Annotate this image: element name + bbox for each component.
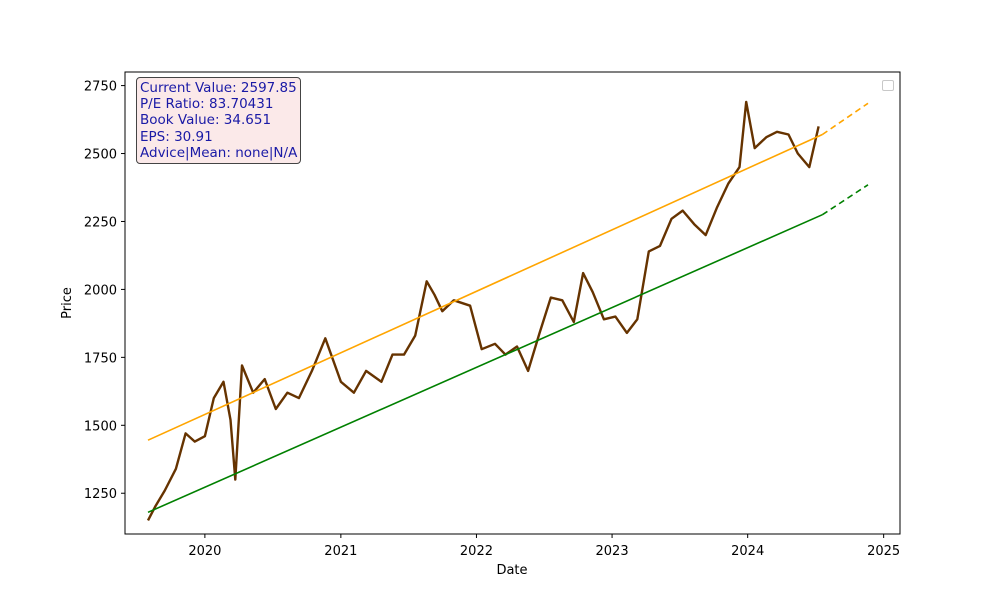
x-ticks: 2020 2021 2022 2023 2024 2025: [188, 534, 900, 559]
y-tick-label: 1250: [84, 487, 117, 502]
y-tick-label: 2750: [84, 80, 117, 95]
x-tick-label: 2022: [460, 544, 493, 559]
x-tick-label: 2023: [596, 544, 629, 559]
current-value-text: Current Value: 2597.85: [140, 80, 297, 96]
y-tick-label: 1500: [84, 419, 117, 434]
eps-text: EPS: 30.91: [140, 128, 213, 145]
legend: [882, 80, 894, 91]
x-tick-label: 2021: [324, 544, 357, 559]
y-tick-label: 1750: [84, 351, 117, 366]
series-line-3: [147, 213, 823, 514]
advice-text: Advice|Mean: none|N/A: [140, 144, 298, 161]
y-ticks: 1250 1500 1750 2000 2250 2500 2750: [84, 80, 125, 502]
x-tick-label: 2020: [188, 544, 221, 559]
series-line-2: [821, 102, 869, 136]
plot-frame: [124, 71, 901, 535]
series-line-4: [821, 184, 869, 216]
y-tick-label: 2250: [84, 215, 117, 230]
series-line-1: [147, 133, 823, 441]
x-axis-label: Date: [496, 563, 527, 578]
series-line-0: [146, 100, 820, 521]
y-tick-label: 2500: [84, 148, 117, 163]
x-tick-label: 2025: [867, 544, 900, 559]
info-box: Current Value: 2597.85 P/E Ratio: 83.704…: [136, 77, 302, 165]
y-tick-label: 2000: [84, 283, 117, 298]
book-value-text: Book Value: 34.651: [140, 112, 272, 129]
series-layer: [146, 100, 869, 521]
y-axis-label: Price: [60, 287, 75, 319]
x-tick-label: 2024: [731, 544, 764, 559]
pe-ratio-text: P/E Ratio: 83.70431: [140, 96, 274, 113]
